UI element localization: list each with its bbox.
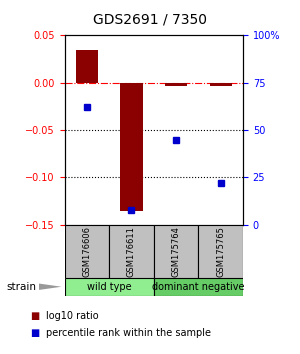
Bar [64, 278, 154, 296]
Text: GSM175764: GSM175764 [172, 226, 181, 277]
Bar [76, 50, 98, 83]
Text: GDS2691 / 7350: GDS2691 / 7350 [93, 12, 207, 27]
Bar [109, 225, 154, 278]
Bar [154, 225, 198, 278]
Text: GSM176606: GSM176606 [82, 226, 91, 277]
Bar [154, 278, 243, 296]
Text: GSM176611: GSM176611 [127, 226, 136, 277]
Bar [165, 83, 187, 86]
Bar [198, 225, 243, 278]
Text: strain: strain [6, 282, 36, 292]
Text: GSM175765: GSM175765 [216, 226, 225, 277]
Bar [64, 225, 109, 278]
Text: ■: ■ [30, 329, 39, 338]
Bar [209, 83, 232, 86]
Bar [120, 83, 142, 211]
Text: ■: ■ [30, 311, 39, 321]
Text: percentile rank within the sample: percentile rank within the sample [46, 329, 211, 338]
Text: log10 ratio: log10 ratio [46, 311, 99, 321]
Polygon shape [39, 284, 62, 290]
Text: wild type: wild type [87, 282, 131, 292]
Text: dominant negative: dominant negative [152, 282, 244, 292]
